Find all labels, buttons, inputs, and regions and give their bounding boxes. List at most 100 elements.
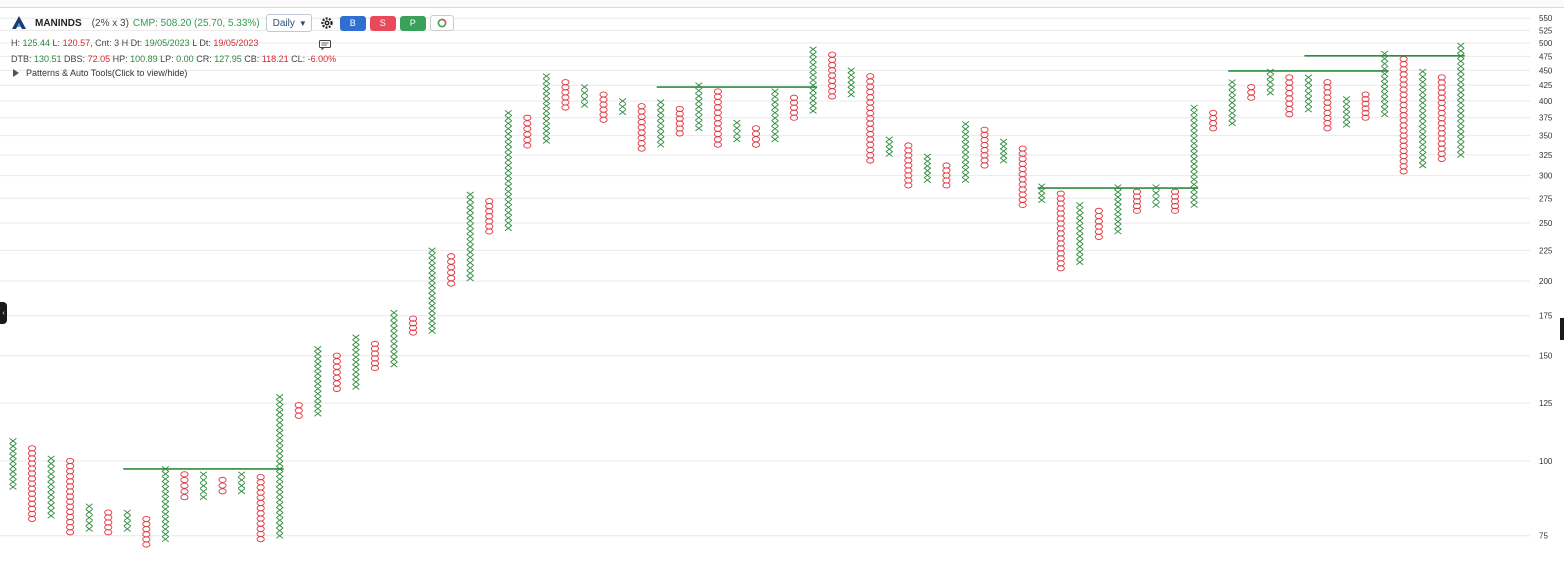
- x-mark: [885, 136, 893, 143]
- x-column: [1076, 202, 1084, 266]
- sell-button[interactable]: S: [369, 15, 396, 31]
- o-mark: [751, 125, 761, 132]
- o-column: [1018, 145, 1027, 209]
- x-mark: [618, 109, 627, 116]
- x-mark: [1190, 130, 1198, 137]
- portfolio-button[interactable]: P: [399, 15, 426, 31]
- x-mark: [1380, 70, 1389, 77]
- x-mark: [85, 508, 93, 515]
- x-mark: [276, 496, 284, 503]
- top-toolbar-strip: [0, 0, 1564, 8]
- x-column: [923, 153, 932, 183]
- o-mark: [599, 111, 608, 118]
- o-mark: [523, 120, 532, 127]
- x-mark: [161, 521, 170, 528]
- y-tick-label: 225: [1539, 246, 1553, 255]
- o-mark: [142, 515, 151, 523]
- y-tick-label: 475: [1539, 52, 1553, 61]
- count-value: 3 H: [114, 38, 129, 48]
- x-mark: [657, 109, 665, 116]
- x-mark: [466, 212, 474, 219]
- comment-icon[interactable]: [319, 40, 331, 50]
- x-mark: [1228, 110, 1236, 116]
- y-tick-label: 275: [1539, 194, 1553, 203]
- x-mark: [9, 468, 17, 475]
- x-mark: [1266, 89, 1274, 96]
- o-column: [332, 352, 341, 392]
- gear-icon[interactable]: [320, 16, 334, 30]
- x-column: [1266, 68, 1274, 96]
- x-mark: [1190, 150, 1198, 157]
- o-mark: [713, 125, 722, 132]
- o-column: [637, 103, 646, 152]
- y-tick-label: 175: [1539, 312, 1553, 321]
- o-mark: [637, 145, 646, 152]
- x-mark: [1190, 125, 1198, 132]
- x-mark: [9, 463, 17, 470]
- x-mark: [428, 267, 436, 274]
- o-mark: [904, 177, 913, 184]
- x-mark: [504, 151, 512, 158]
- o-mark: [1209, 120, 1218, 127]
- timeframe-select[interactable]: Daily ▼: [265, 14, 312, 32]
- o-mark: [1361, 96, 1370, 103]
- o-mark: [27, 515, 37, 523]
- o-mark: [1056, 255, 1065, 262]
- o-mark: [1399, 158, 1408, 165]
- x-mark: [809, 46, 817, 53]
- x-column: [618, 97, 627, 116]
- patterns-toggle[interactable]: Patterns & Auto Tools(Click to view/hide…: [13, 68, 187, 78]
- o-mark: [27, 495, 37, 502]
- x-mark: [428, 257, 436, 264]
- x-mark: [504, 125, 512, 132]
- dbs-value: 72.05: [87, 54, 111, 64]
- o-column: [256, 474, 265, 543]
- x-mark: [809, 72, 817, 78]
- x-mark: [733, 136, 741, 143]
- o-mark: [713, 136, 722, 143]
- x-mark: [276, 532, 284, 539]
- x-mark: [1114, 218, 1122, 225]
- x-mark: [199, 494, 208, 501]
- x-mark: [1114, 194, 1122, 200]
- x-mark: [466, 196, 474, 203]
- x-mark: [504, 209, 512, 216]
- x-mark: [809, 87, 817, 94]
- x-mark: [314, 410, 322, 417]
- high-value: 125.44: [22, 38, 51, 48]
- x-mark: [314, 385, 322, 392]
- x-mark: [352, 364, 360, 371]
- o-mark: [523, 125, 532, 132]
- o-mark: [408, 329, 418, 336]
- x-mark: [466, 275, 474, 282]
- circle-button[interactable]: [429, 15, 454, 31]
- o-mark: [142, 521, 151, 528]
- left-collapse-handle[interactable]: ‹: [0, 302, 7, 324]
- x-mark: [1190, 119, 1198, 126]
- right-collapse-handle[interactable]: [1560, 318, 1564, 340]
- x-column: [733, 119, 741, 143]
- o-mark: [561, 104, 570, 111]
- buy-button[interactable]: B: [339, 15, 366, 31]
- x-mark: [1228, 84, 1236, 91]
- x-mark: [1076, 254, 1084, 260]
- o-mark: [180, 482, 189, 489]
- o-mark: [637, 129, 646, 136]
- x-mark: [542, 73, 551, 80]
- o-mark: [485, 213, 494, 220]
- x-mark: [1152, 184, 1160, 191]
- x-mark: [47, 486, 55, 493]
- o-mark: [180, 471, 189, 478]
- o-mark: [523, 131, 532, 138]
- x-mark: [504, 120, 512, 127]
- x-mark: [276, 424, 284, 431]
- x-column: [1380, 50, 1389, 118]
- symbol-name: MANINDS: [35, 17, 82, 29]
- x-mark: [1114, 228, 1122, 235]
- o-mark: [1323, 120, 1332, 127]
- x-mark: [466, 207, 474, 214]
- o-mark: [27, 470, 37, 477]
- x-mark: [999, 152, 1008, 159]
- x-mark: [276, 429, 284, 436]
- x-column: [1228, 79, 1236, 127]
